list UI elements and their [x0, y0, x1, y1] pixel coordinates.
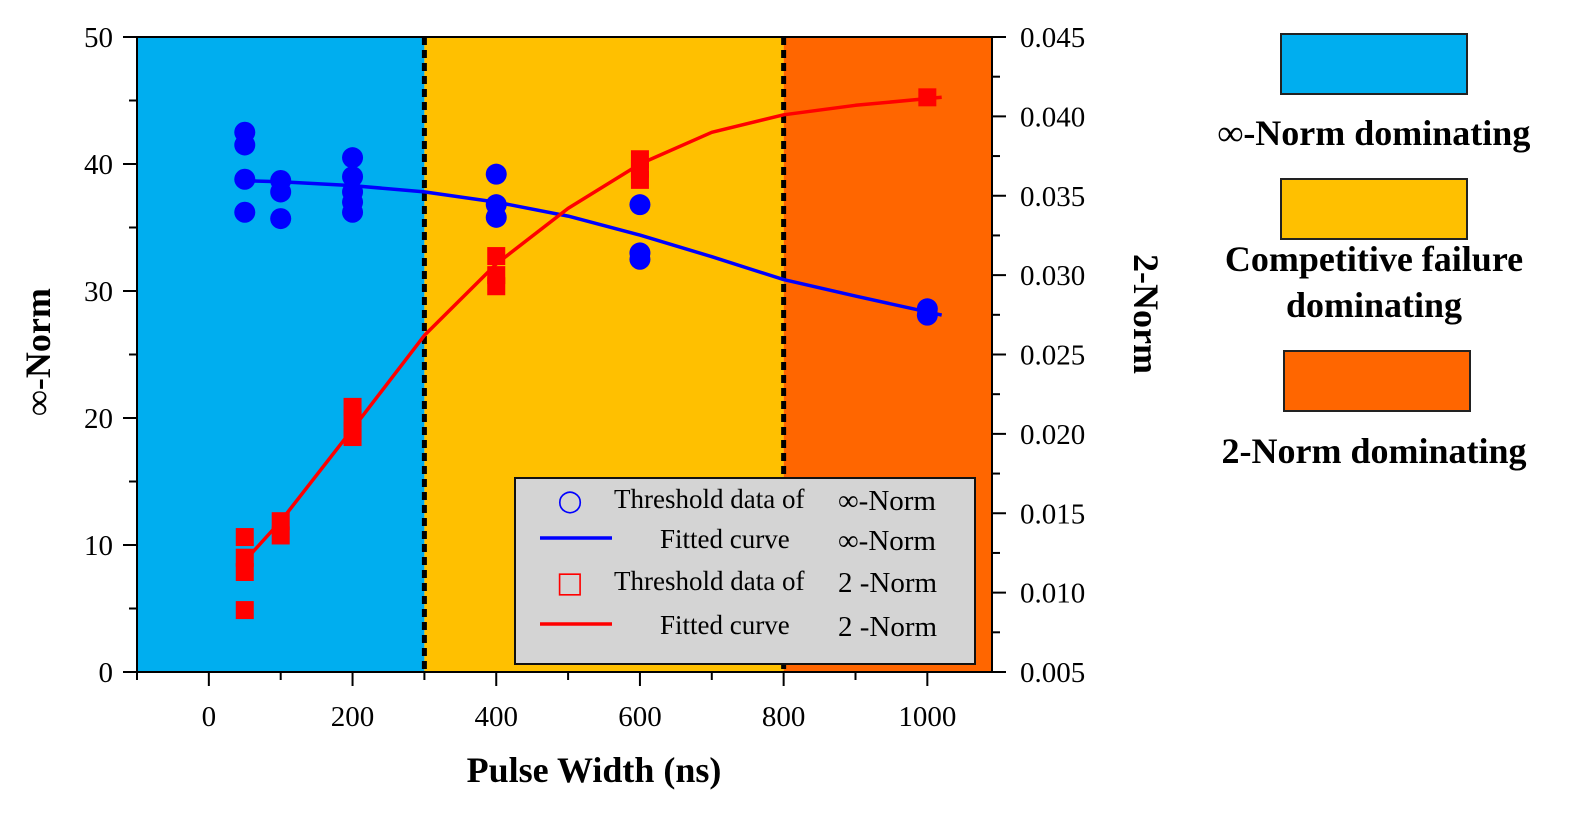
right-tick-label: 0.025	[1020, 340, 1085, 372]
inf-norm-point	[270, 208, 292, 230]
right-tick-label: 0.015	[1020, 498, 1085, 530]
right-tick-label: 0.035	[1020, 181, 1085, 213]
left-tick-label: 0	[99, 657, 114, 689]
axes: 0 200 400 600 800 1000 0 10 20 30 40 50 0.005 0.010 0.…	[84, 22, 1085, 733]
two-norm-point	[271, 512, 290, 531]
legend-label: Fitted curve	[660, 610, 790, 640]
legend-box	[514, 477, 976, 665]
right-tick-label: 0.010	[1020, 578, 1085, 610]
left-tick-label: 20	[84, 403, 113, 435]
fitted-curve-line	[236, 95, 942, 570]
two-norm-point	[235, 562, 254, 581]
x-tick-label: 1000	[898, 701, 956, 733]
region-legend-label-line: ∞-Norm dominating	[1217, 113, 1531, 153]
left-tick-label: 50	[84, 22, 113, 54]
x-tick-label: 200	[331, 701, 375, 733]
right-tick-label: 0.005	[1020, 657, 1085, 689]
inf-norm-point	[234, 134, 256, 156]
region-legend-swatch	[1280, 178, 1468, 240]
legend-norm-label: 2 -Norm	[838, 567, 938, 599]
legend-marker-symbol: □	[556, 565, 583, 599]
inf-norm-point	[234, 201, 256, 223]
two-norm-point	[343, 428, 362, 447]
two-norm-point	[918, 88, 937, 107]
inf-norm-point	[342, 166, 364, 188]
legend-norm-label: ∞-Norm	[838, 525, 936, 557]
two-norm-point	[235, 548, 254, 567]
x-tick-label: 800	[762, 701, 806, 733]
left-tick-label: 40	[84, 149, 113, 181]
inf-norm-point	[270, 181, 292, 203]
region-legend-swatch	[1283, 350, 1471, 412]
inf-norm-point	[342, 147, 364, 169]
left-tick-label: 30	[84, 276, 113, 308]
legend-norm-label: 2 -Norm	[838, 611, 938, 643]
region-dividers	[421, 37, 787, 672]
inf-norm-point	[916, 304, 938, 326]
right-tick-label: 0.040	[1020, 101, 1085, 133]
right-tick-label: 0.020	[1020, 419, 1085, 451]
chart-legend: ○ Threshold data of ∞-Norm Fitted curve ∞-No…	[514, 477, 976, 665]
inf-norm-point	[342, 201, 364, 223]
x-axis-title: Pulse Width (ns)	[467, 750, 722, 790]
two-norm-point	[487, 247, 506, 266]
fitted-curve-line	[237, 178, 943, 317]
legend-norm-label: ∞-Norm	[838, 485, 936, 517]
region-legend-label-line: Competitive failure	[1224, 239, 1524, 279]
region-legend-label: ∞-Norm dominating	[1164, 110, 1584, 156]
region-legend-label: 2-Norm dominating	[1164, 428, 1584, 474]
inf-norm-point	[485, 206, 507, 228]
inf-norm-point	[629, 248, 651, 270]
inf-norm-point	[234, 168, 256, 190]
right-tick-label: 0.045	[1020, 22, 1085, 54]
left-tick-label: 10	[84, 530, 113, 562]
fitted-curves	[236, 95, 943, 570]
region-legend-label-line: 2-Norm dominating	[1221, 431, 1527, 471]
inf-norm-point	[629, 194, 651, 216]
right-axis-title: 2-Norm	[1126, 254, 1166, 374]
legend-label: Fitted curve	[660, 524, 790, 554]
x-tick-label: 0	[202, 701, 217, 733]
region-backgrounds	[137, 37, 992, 672]
region-1	[137, 37, 425, 672]
inf-norm-point	[485, 163, 507, 185]
two-norm-point	[487, 277, 506, 296]
legend-label: Threshold data of	[614, 484, 804, 514]
region-legend-swatch	[1280, 33, 1468, 95]
x-tick-label: 600	[618, 701, 662, 733]
two-norm-point	[271, 526, 290, 545]
two-norm-point	[235, 528, 254, 547]
left-axis-title: ∞-Norm	[18, 288, 58, 416]
two-norm-point	[630, 170, 649, 189]
right-tick-label: 0.030	[1020, 260, 1085, 292]
region-legend-label-line: dominating	[1285, 285, 1463, 325]
legend-marker-symbol: ○	[557, 483, 582, 517]
legend-label: Threshold data of	[614, 566, 804, 596]
data-points	[234, 88, 938, 620]
two-norm-point	[235, 601, 254, 620]
x-tick-label: 400	[474, 701, 518, 733]
region-legend-label: Competitive failure dominating	[1164, 236, 1584, 328]
